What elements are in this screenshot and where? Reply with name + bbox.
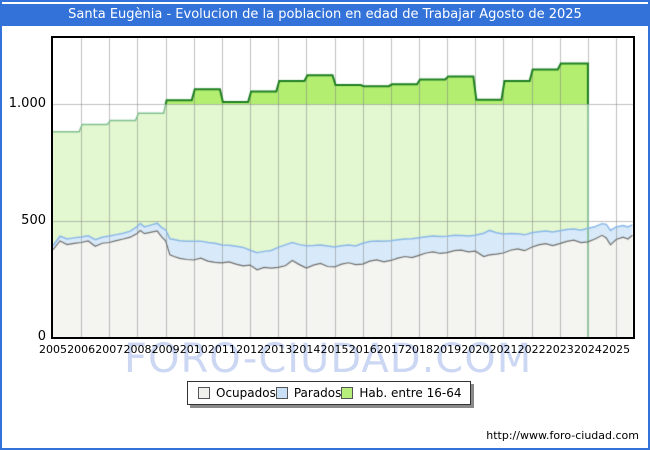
watermark: FORO-CIUDAD.COM <box>124 336 533 382</box>
plot-area <box>51 36 635 339</box>
x-tick: 2015 <box>320 343 349 356</box>
x-tick: 2007 <box>95 343 124 356</box>
x-tick: 2016 <box>348 343 377 356</box>
legend-item: Ocupados <box>198 386 276 400</box>
legend-swatch-icon <box>341 387 354 399</box>
x-tick: 2011 <box>207 343 236 356</box>
legend-item: Hab. entre 16-64 <box>341 386 461 400</box>
x-tick: 2018 <box>405 343 434 356</box>
x-tick: 2023 <box>545 343 574 356</box>
x-tick: 2012 <box>236 343 265 356</box>
x-tick: 2021 <box>489 343 518 356</box>
legend-label: Parados <box>293 386 342 400</box>
chart-canvas <box>53 38 633 337</box>
x-tick: 2009 <box>151 343 180 356</box>
x-tick: 2017 <box>376 343 405 356</box>
legend-item: Parados <box>275 386 342 400</box>
y-tick: 500 <box>21 212 46 228</box>
x-tick: 2024 <box>573 343 602 356</box>
x-tick: 2020 <box>461 343 490 356</box>
y-tick: 1.000 <box>8 96 46 112</box>
legend: Ocupados Parados Hab. entre 16-64 <box>187 381 471 405</box>
x-tick: 2005 <box>39 343 67 356</box>
chart-title-bar: Santa Eugènia - Evolucion de la poblacio… <box>2 4 648 26</box>
y-tick: 0 <box>37 329 46 344</box>
x-tick: 2014 <box>292 343 321 356</box>
x-tick: 2013 <box>264 343 293 356</box>
legend-label: Hab. entre 16-64 <box>359 386 462 400</box>
legend-swatch-icon <box>198 387 210 399</box>
chart-title: Santa Eugènia - Evolucion de la poblacio… <box>68 7 582 22</box>
footer-url-link[interactable]: http://www.foro-ciudad.com <box>486 429 639 442</box>
legend-swatch-icon <box>275 387 288 399</box>
x-tick: 2008 <box>123 343 152 356</box>
x-tick: 2019 <box>433 343 462 356</box>
x-tick: 2010 <box>179 343 208 356</box>
x-tick: 2025 <box>602 343 631 356</box>
x-tick: 2022 <box>517 343 546 356</box>
legend-label: Ocupados <box>216 386 276 400</box>
x-tick: 2006 <box>67 343 96 356</box>
